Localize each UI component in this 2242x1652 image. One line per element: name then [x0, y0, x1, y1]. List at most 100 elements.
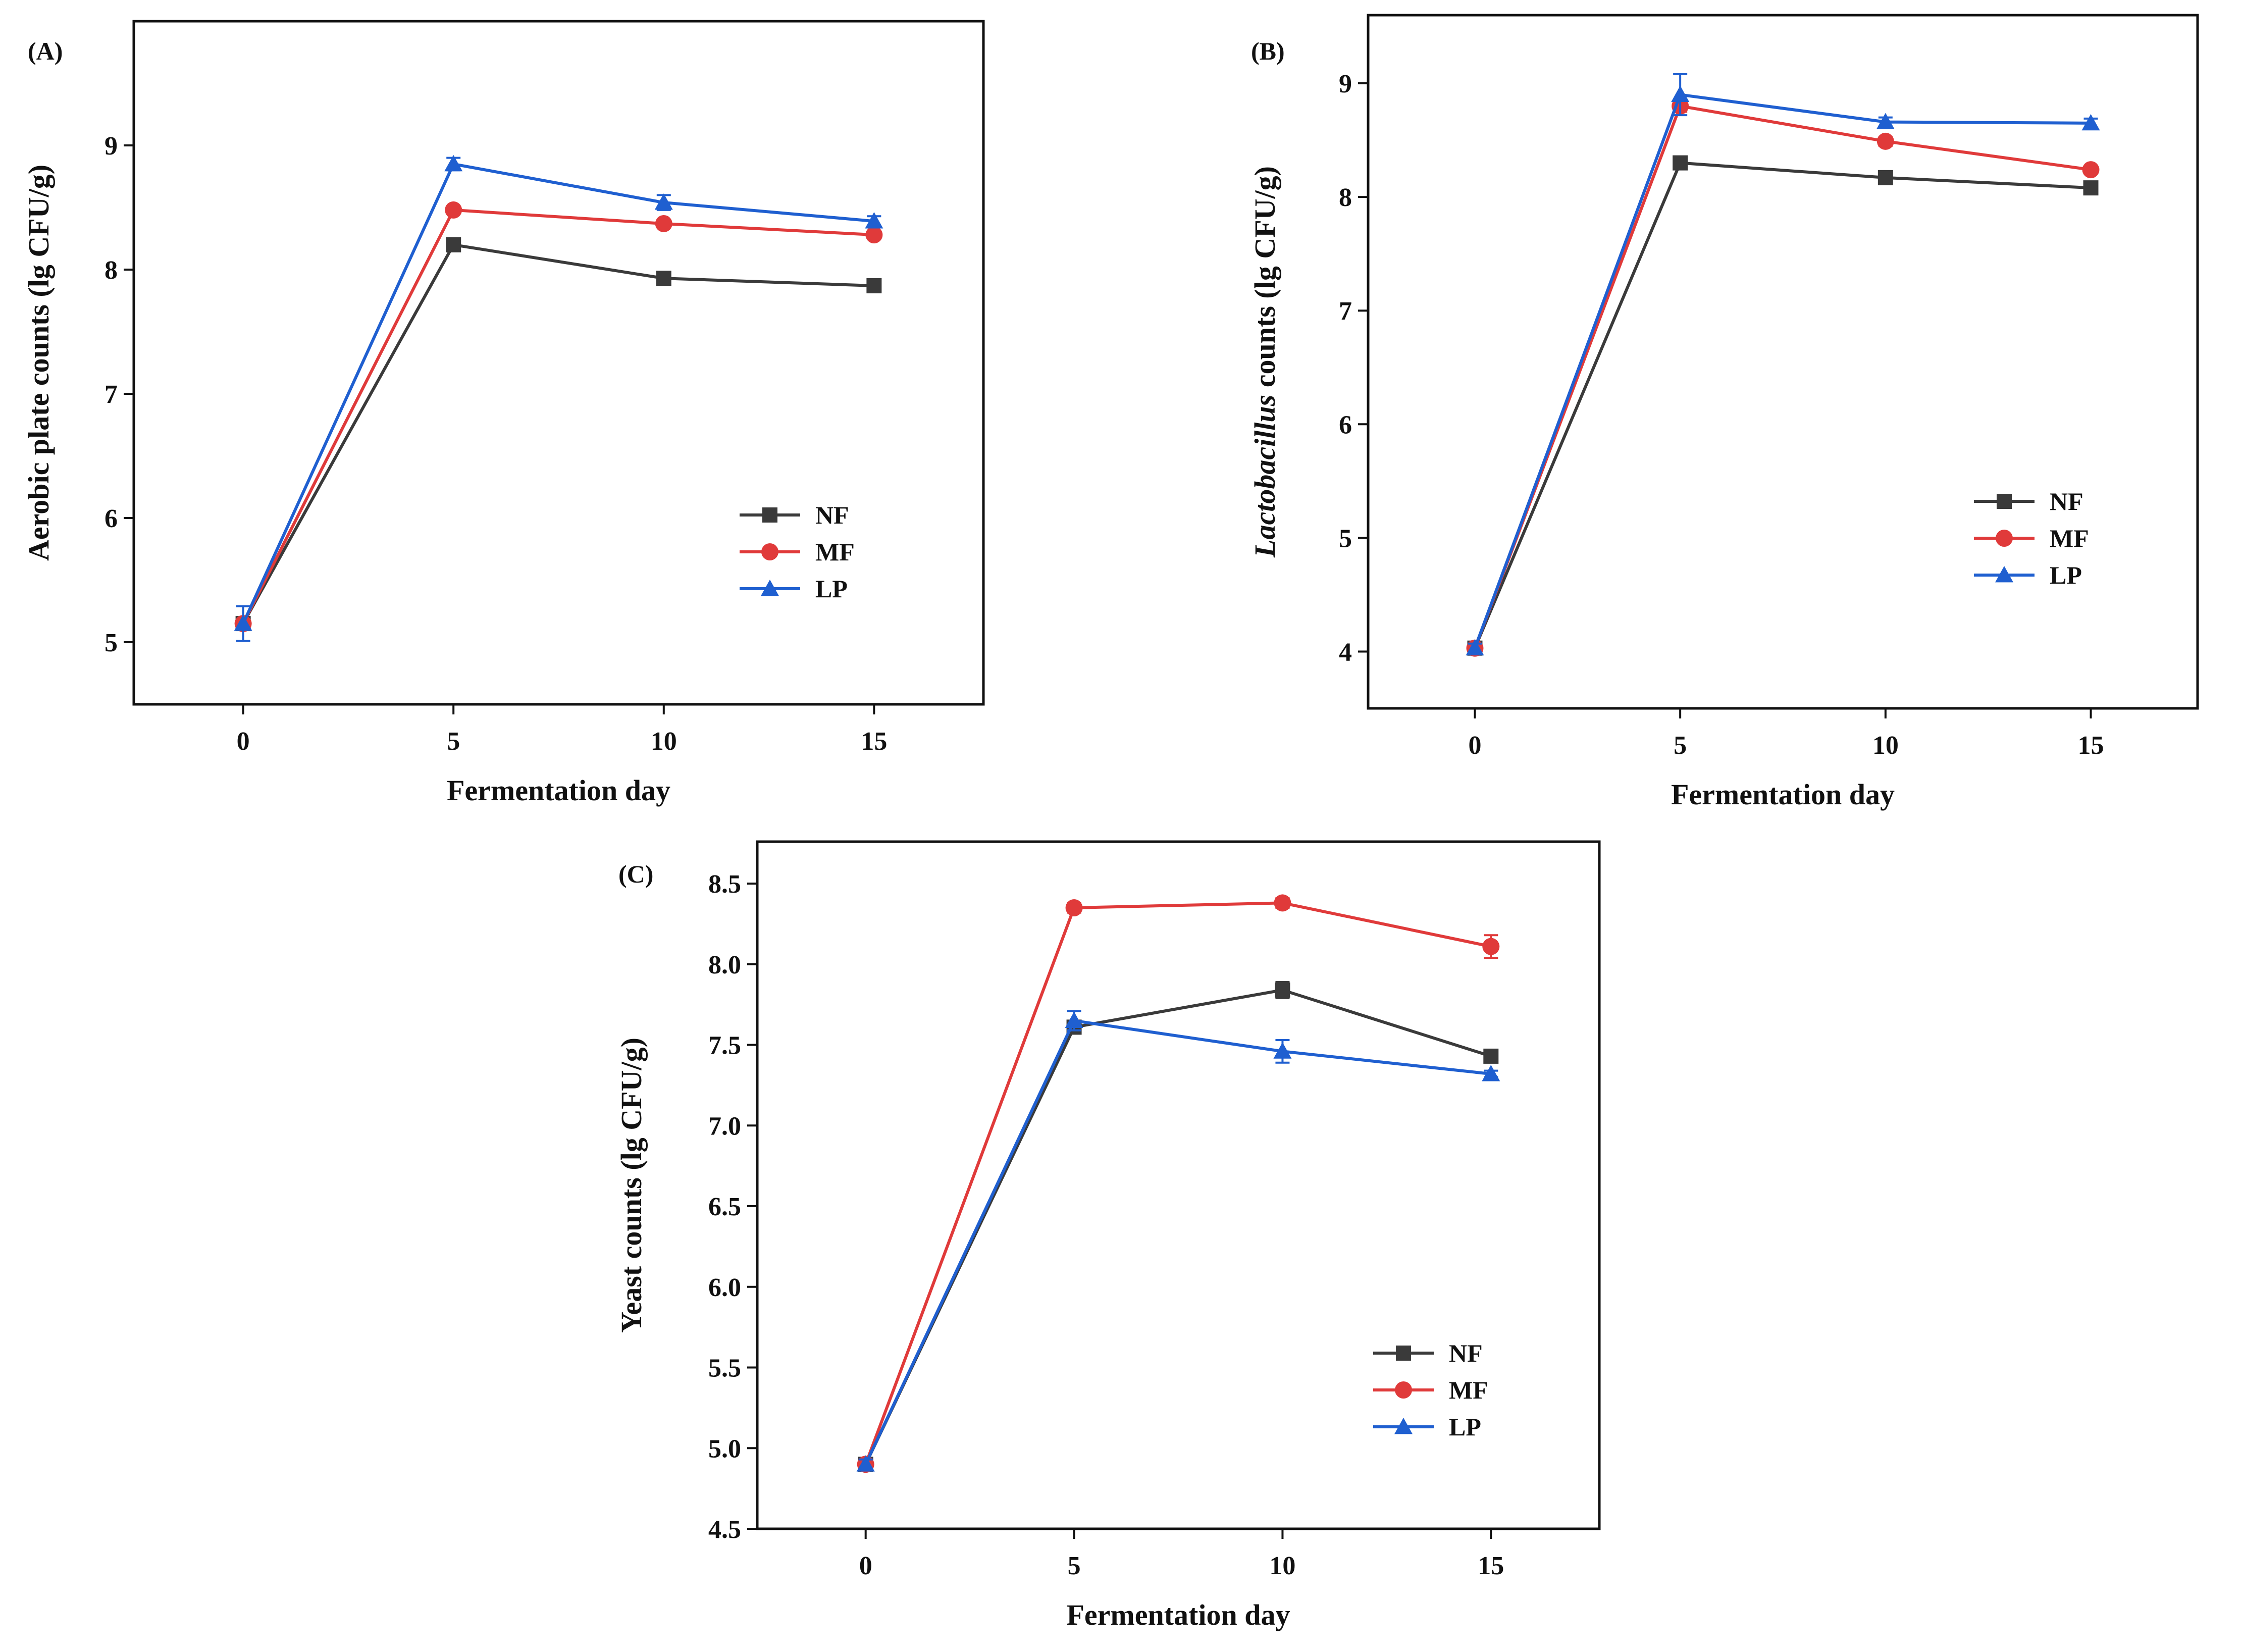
y-tick-label: 4.5 [708, 1515, 741, 1544]
x-tick-label: 15 [2078, 731, 2104, 760]
data-point-lp [856, 1455, 875, 1472]
x-tick-label: 10 [651, 727, 677, 756]
data-point-mf [1876, 132, 1894, 150]
y-tick-label: 6.5 [708, 1193, 741, 1221]
y-tick-label: 8 [1339, 183, 1352, 212]
y-tick-label: 6 [105, 504, 118, 533]
data-point-nf [1483, 1048, 1499, 1064]
data-point-mf [865, 226, 883, 244]
legend-label-nf: NF [2050, 487, 2083, 515]
data-point-lp [1876, 113, 1895, 129]
x-tick-label: 0 [1468, 731, 1481, 760]
data-point-mf [445, 201, 462, 219]
x-tick-label: 0 [859, 1552, 872, 1580]
series-line-nf [242, 243, 874, 625]
y-axis-label-italic: Lactobacillus [1248, 395, 1281, 558]
legend-marker-lp [1394, 1418, 1413, 1434]
y-tick-label: 5 [1339, 524, 1352, 553]
y-axis-label-text: Yeast counts (lg CFU/g) [615, 1038, 648, 1333]
y-tick-label: 9 [105, 132, 118, 161]
data-point-lp [234, 614, 252, 631]
legend-label-lp: LP [1449, 1413, 1481, 1441]
legend-marker-nf [1997, 494, 2012, 509]
x-axis-label: Fermentation day [447, 774, 670, 807]
series-line-mf [241, 208, 874, 625]
data-point-nf [446, 237, 461, 252]
legend-label-mf: MF [1449, 1376, 1488, 1404]
series-line-nf [1473, 161, 2091, 649]
data-point-mf [1065, 899, 1083, 916]
data-point-mf [1482, 938, 1500, 955]
plot-frame [132, 20, 985, 706]
legend-label-nf: NF [815, 501, 849, 529]
legend: NF MF LP [1974, 487, 2089, 589]
data-point-mf [655, 215, 672, 232]
y-tick-label: 8 [105, 256, 118, 285]
x-axis-label: Fermentation day [1067, 1598, 1290, 1631]
panel-label: (A) [28, 37, 63, 65]
x-tick-label: 10 [1269, 1552, 1295, 1580]
data-point-lp [1671, 85, 1690, 102]
data-point-nf [1878, 170, 1893, 185]
series-line-lp [241, 162, 874, 625]
series-lp [856, 1010, 1500, 1472]
y-tick-label: 8.0 [708, 951, 741, 979]
chart-panel-b: 4 5 6 7 8 9 0 5 10 15 Fermentation day Lactobacillu… [1248, 14, 2199, 811]
legend: NF MF LP [1373, 1339, 1488, 1441]
y-tick-label: 8.5 [708, 870, 741, 899]
y-tick-label: 7 [105, 380, 118, 409]
data-point-lp [444, 154, 463, 172]
x-tick-label: 0 [237, 727, 250, 756]
data-point-nf [656, 271, 671, 286]
y-axis-label-text: Aerobic plate counts (lg CFU/g) [22, 165, 55, 561]
chart-panel-a: 5 6 7 8 9 0 5 10 15 Fermentation day Aerobic plate… [22, 20, 985, 807]
series-line-mf [864, 901, 1491, 1465]
legend-label-mf: MF [815, 538, 855, 566]
plot-frame [756, 840, 1601, 1530]
data-point-lp [654, 193, 673, 210]
x-tick-label: 15 [1478, 1552, 1504, 1580]
legend-label-mf: MF [2050, 524, 2089, 552]
legend-label-lp: LP [2050, 561, 2082, 589]
y-tick-label: 6.0 [708, 1273, 741, 1302]
series-line-lp [864, 1019, 1491, 1465]
x-tick-label: 15 [861, 727, 887, 756]
panel-label: (C) [618, 860, 653, 888]
data-point-lp [865, 212, 883, 229]
x-tick-label: 10 [1872, 731, 1899, 760]
y-tick-label: 5.0 [708, 1434, 741, 1463]
data-point-nf [2083, 180, 2099, 196]
series-line-mf [1473, 105, 2091, 649]
data-point-nf [1673, 155, 1688, 171]
series-lp [1466, 73, 2100, 656]
data-point-mf [2082, 161, 2100, 179]
data-point-nf [1275, 982, 1290, 998]
data-point-lp [1273, 1042, 1292, 1059]
legend-marker-lp [761, 580, 779, 596]
y-tick-label: 4 [1339, 638, 1352, 666]
legend-label-lp: LP [815, 575, 848, 603]
plot-frame [1367, 14, 2199, 710]
series-line-lp [1473, 93, 2091, 649]
chart-panel-c: 4.5 5.0 5.5 6.0 6.5 7.0 7.5 8.0 8.5 0 5 10 15 Ferment… [615, 840, 1601, 1631]
legend-marker-mf [761, 543, 778, 560]
data-point-mf [1274, 894, 1291, 912]
y-tick-label: 7 [1339, 297, 1352, 326]
y-tick-label: 7.5 [708, 1031, 741, 1060]
y-tick-label: 5.5 [708, 1354, 741, 1383]
x-tick-label: 5 [1068, 1552, 1081, 1580]
y-axis-label-text: counts (lg CFU/g) [1248, 166, 1281, 395]
legend-marker-nf [1396, 1346, 1411, 1361]
series-lp [234, 154, 883, 642]
y-tick-label: 6 [1339, 410, 1352, 439]
y-axis-label: Lactobacillus counts (lg CFU/g) [1248, 166, 1281, 558]
y-axis-label: Yeast counts (lg CFU/g) [615, 1038, 648, 1333]
x-tick-label: 5 [447, 727, 460, 756]
legend-marker-mf [1996, 530, 2013, 547]
x-axis-label: Fermentation day [1671, 778, 1895, 811]
legend-marker-lp [1995, 566, 2013, 583]
legend-marker-nf [762, 507, 777, 523]
x-tick-label: 5 [1674, 731, 1687, 760]
data-point-nf [866, 278, 882, 293]
